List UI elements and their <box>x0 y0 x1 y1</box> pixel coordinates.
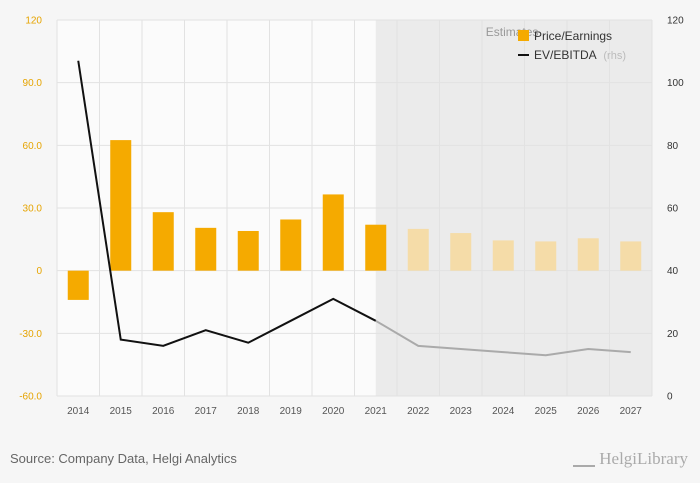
bar-price-earnings <box>407 228 429 271</box>
legend-label-ev-ebitda: EV/EBITDA (rhs) <box>534 48 626 62</box>
left-tick-label: -60.0 <box>19 392 42 403</box>
x-tick-label: 2015 <box>110 406 133 417</box>
bar-price-earnings <box>67 270 89 300</box>
library-icon <box>573 451 596 467</box>
x-tick-label: 2025 <box>535 406 558 417</box>
x-tick-label: 2022 <box>407 406 430 417</box>
bar-price-earnings <box>620 241 642 271</box>
line-ev-ebitda-estimate <box>375 319 631 357</box>
helgi-library-logo: HelgiLibrary <box>573 449 688 469</box>
right-tick-label: 120 <box>667 16 684 27</box>
left-tick-label: 60.0 <box>23 141 43 152</box>
x-tick-label: 2023 <box>450 406 473 417</box>
bar-price-earnings <box>577 238 599 271</box>
left-tick-label: -30.0 <box>19 329 42 340</box>
x-tick-label: 2024 <box>492 406 515 417</box>
bar-price-earnings <box>322 194 344 271</box>
bar-price-earnings <box>535 241 557 271</box>
logo-text: HelgiLibrary <box>599 449 688 468</box>
x-tick-label: 2027 <box>620 406 643 417</box>
legend-ev-ebitda-suffix: (rhs) <box>603 50 626 62</box>
left-tick-label: 90.0 <box>23 78 43 89</box>
legend-ev-ebitda-name: EV/EBITDA <box>534 48 597 62</box>
legend-label-price-earnings: Price/Earnings <box>534 29 612 43</box>
line-ev-ebitda-actual <box>77 60 377 347</box>
right-tick-label: 80 <box>667 141 679 152</box>
bar-price-earnings <box>492 240 514 271</box>
bar-price-earnings <box>237 230 259 271</box>
bar-price-earnings <box>195 227 217 271</box>
legend-swatch-price-earnings <box>518 30 529 41</box>
x-tick-label: 2018 <box>237 406 260 417</box>
x-tick-label: 2014 <box>67 406 90 417</box>
x-tick-label: 2021 <box>365 406 388 417</box>
bar-price-earnings <box>280 219 302 271</box>
x-tick-label: 2017 <box>195 406 218 417</box>
estimates-label: Estimates <box>486 25 539 39</box>
left-axis: -60.0 -30.0 0 30.0 60.0 90.0 120 <box>19 16 42 403</box>
x-tick-label: 2026 <box>577 406 600 417</box>
legend: Price/Earnings EV/EBITDA (rhs) <box>518 29 626 62</box>
right-axis: 0 20 40 60 80 100 120 <box>667 16 684 403</box>
right-tick-label: 100 <box>667 78 684 89</box>
bar-price-earnings <box>450 233 472 271</box>
left-tick-label: 0 <box>36 266 42 277</box>
left-tick-label: 30.0 <box>23 204 43 215</box>
bars-series <box>67 140 642 300</box>
bar-price-earnings <box>365 224 387 271</box>
line-series <box>77 60 631 357</box>
bar-price-earnings <box>110 140 132 271</box>
x-tick-label: 2016 <box>152 406 175 417</box>
x-tick-label: 2019 <box>280 406 303 417</box>
left-tick-label: 120 <box>25 16 42 27</box>
x-tick-label: 2020 <box>322 406 345 417</box>
right-tick-label: 20 <box>667 329 679 340</box>
source-note: Source: Company Data, Helgi Analytics <box>10 451 237 466</box>
bar-price-earnings <box>152 212 174 271</box>
right-tick-label: 0 <box>667 392 673 403</box>
x-axis: 2014 2015 2016 2017 2018 2019 2020 2021 2022 2023… <box>67 406 642 417</box>
right-tick-label: 60 <box>667 204 679 215</box>
right-tick-label: 40 <box>667 266 679 277</box>
